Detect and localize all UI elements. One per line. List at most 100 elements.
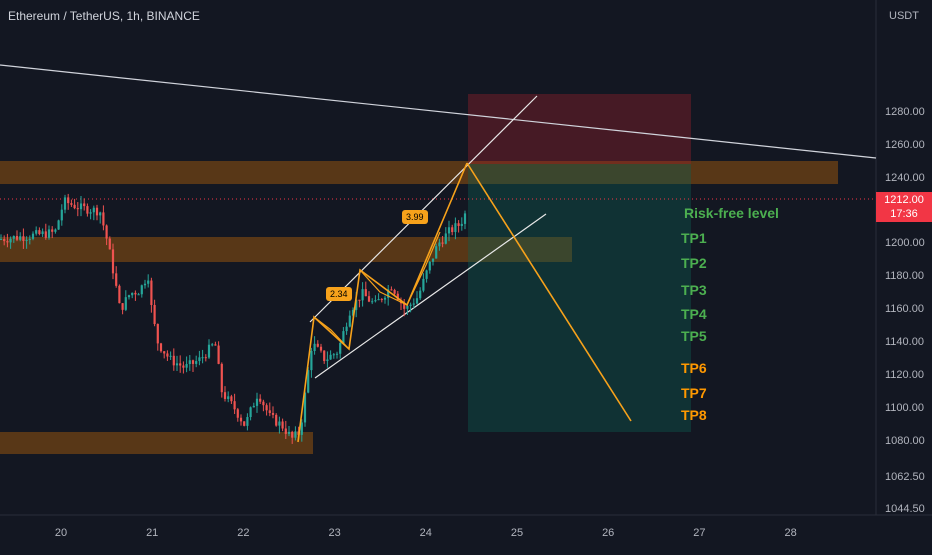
candle-body <box>118 285 121 304</box>
resistance-zone[interactable] <box>0 161 838 184</box>
time-tick: 26 <box>602 527 615 539</box>
candle-body <box>60 209 63 221</box>
candle-body <box>198 357 201 362</box>
candle-body <box>204 357 207 359</box>
candle-body <box>147 280 150 284</box>
candle-body <box>460 223 463 226</box>
candle-body <box>3 239 6 242</box>
candle-body <box>278 421 281 426</box>
candle-body <box>422 278 425 291</box>
time-tick: 21 <box>146 527 159 539</box>
candle-body <box>275 414 278 426</box>
candle-body <box>38 230 41 235</box>
candle-body <box>345 326 348 332</box>
candle-body <box>44 231 47 238</box>
pattern-subwave-3 <box>406 231 441 306</box>
price-tick: 1180.00 <box>885 270 924 282</box>
candle-body <box>79 203 83 210</box>
candle-body <box>355 299 358 310</box>
ratio-badge-1[interactable]: 2.34 <box>326 287 352 301</box>
candle-body <box>358 299 361 301</box>
candle-body <box>201 357 204 359</box>
candle-body <box>211 344 214 346</box>
candle-body <box>310 351 313 371</box>
price-tick: 1062.50 <box>885 471 925 483</box>
candle-body <box>425 270 428 279</box>
candle-body <box>377 299 380 301</box>
countdown-value: 17:36 <box>890 208 918 220</box>
candle-body <box>153 304 156 325</box>
candle-body <box>236 409 239 418</box>
candle-body <box>195 361 198 364</box>
price-tick: 1200.00 <box>885 237 925 249</box>
pattern-subwave-1 <box>313 316 350 350</box>
price-tick: 1080.00 <box>885 435 925 447</box>
candle-body <box>131 292 134 296</box>
candle-body <box>207 344 211 358</box>
price-tick: 1120.00 <box>885 369 924 381</box>
channel-upper-line[interactable] <box>309 95 538 323</box>
candle-body <box>172 355 175 366</box>
mid-zone[interactable] <box>0 237 572 262</box>
candle-body <box>35 230 38 234</box>
candle-body <box>300 422 303 435</box>
candle-body <box>313 343 316 352</box>
candle-body <box>316 343 319 347</box>
candle-body <box>102 212 105 226</box>
candle-body <box>287 431 291 434</box>
candle-body <box>143 283 147 286</box>
candle-body <box>339 343 342 354</box>
candle-body <box>95 207 99 216</box>
target-zone[interactable] <box>468 164 691 432</box>
candle-body <box>409 304 412 306</box>
symbol-title[interactable]: Ethereum / TetherUS, 1h, BINANCE <box>8 9 200 23</box>
candle-body <box>67 197 70 204</box>
candle-body <box>351 309 355 316</box>
stop-loss-zone[interactable] <box>468 94 691 164</box>
candles <box>0 193 467 444</box>
risk-free-label: Risk-free level <box>684 205 779 221</box>
candle-body <box>108 238 111 250</box>
time-tick: 27 <box>693 527 706 539</box>
ratio-badge-2[interactable]: 3.99 <box>402 210 428 224</box>
price-tick: 1100.00 <box>885 402 924 414</box>
support-zone[interactable] <box>0 432 313 454</box>
candle-body <box>156 324 159 344</box>
price-tick: 1240.00 <box>885 172 925 184</box>
tp6-label: TP6 <box>681 360 707 376</box>
candle-body <box>70 203 73 205</box>
candle-body <box>262 401 265 406</box>
candle-body <box>361 289 364 301</box>
candle-body <box>396 293 399 301</box>
channel-lower-line[interactable] <box>314 213 547 379</box>
candle-body <box>444 233 447 244</box>
candle-body <box>182 365 185 368</box>
tp2-label: TP2 <box>681 255 707 271</box>
candle-body <box>441 242 444 244</box>
candle-body <box>403 303 406 309</box>
candle-body <box>374 300 377 302</box>
candle-body <box>115 273 118 286</box>
candle-body <box>227 396 230 399</box>
currency-label[interactable]: USDT <box>889 10 919 22</box>
candle-body <box>335 353 339 355</box>
candle-body <box>428 261 431 271</box>
candle-body <box>387 289 390 298</box>
candle-body <box>364 289 367 297</box>
pattern-line[interactable] <box>297 162 468 443</box>
candle-body <box>249 407 252 418</box>
candle-body <box>140 285 143 295</box>
candle-body <box>175 363 179 366</box>
candle-body <box>99 212 102 216</box>
candle-body <box>25 239 28 241</box>
candle-body <box>179 363 182 366</box>
candle-body <box>367 296 371 302</box>
candle-body <box>255 398 259 406</box>
candle-body <box>105 225 108 239</box>
candle-body <box>57 220 60 230</box>
trendline[interactable] <box>0 64 877 159</box>
projection-line[interactable] <box>466 162 632 422</box>
time-tick: 23 <box>328 527 341 539</box>
